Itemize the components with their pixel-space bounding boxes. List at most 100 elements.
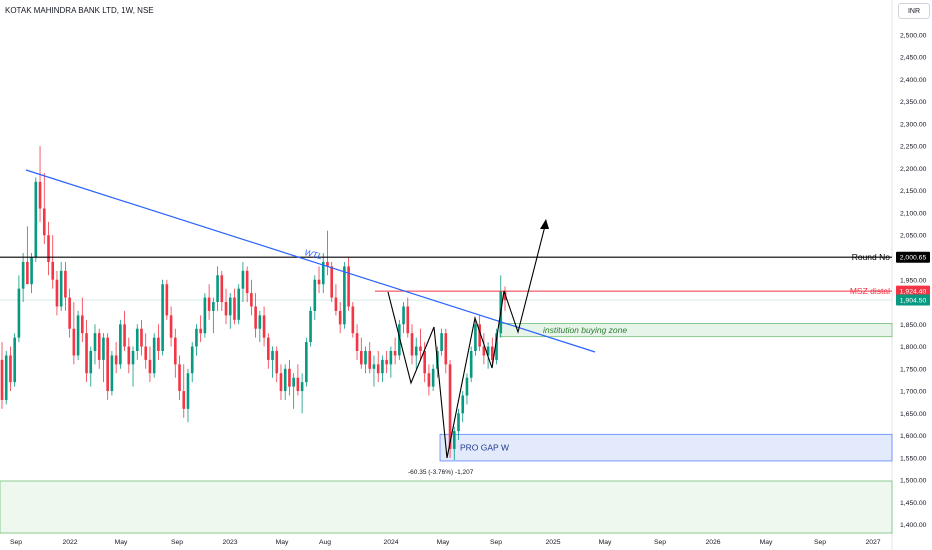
- candle-body: [330, 266, 334, 298]
- candle: [279, 364, 283, 400]
- y-tick-label: 2,250.00: [900, 144, 927, 151]
- candle-body: [106, 337, 109, 392]
- candle-body: [224, 302, 228, 316]
- candle: [135, 324, 139, 360]
- x-tick-label: 2022: [62, 539, 77, 546]
- grid: [0, 0, 893, 550]
- candle-body: [233, 297, 236, 320]
- y-tick-label: 2,300.00: [900, 121, 927, 128]
- candle-body: [140, 328, 143, 347]
- candle-body: [398, 324, 401, 356]
- candle-body: [495, 333, 498, 360]
- candle-body: [326, 261, 329, 267]
- candle: [347, 257, 350, 311]
- candle: [288, 359, 291, 396]
- candle-body: [482, 346, 486, 356]
- candle: [351, 302, 355, 338]
- candle-body: [216, 275, 219, 303]
- candle: [461, 391, 465, 423]
- x-tick-label: May: [115, 539, 128, 546]
- candle-body: [173, 337, 177, 365]
- candle-body: [250, 293, 253, 307]
- candle: [85, 319, 88, 383]
- candle: [228, 293, 232, 329]
- candle: [305, 337, 308, 387]
- candle-body: [448, 364, 452, 449]
- candle-body: [64, 270, 67, 298]
- candle: [474, 319, 477, 356]
- candle: [359, 337, 363, 369]
- x-tick-label: Sep: [814, 539, 826, 546]
- symbol-title: KOTAK MAHINDRA BANK LTD, 1W, NSE: [5, 6, 154, 15]
- x-tick-label: May: [599, 539, 612, 546]
- candle: [313, 275, 317, 320]
- x-tick-label: 2027: [865, 539, 880, 546]
- candle-body: [42, 208, 46, 236]
- candle: [482, 333, 486, 365]
- round-number-badge: 2,000.65: [900, 255, 927, 262]
- candle-body: [51, 261, 55, 280]
- y-tick-label: 1,950.00: [900, 277, 927, 284]
- x-tick-label: May: [437, 539, 450, 546]
- candles-layer: [0, 146, 507, 461]
- candle-body: [296, 377, 300, 392]
- candle: [266, 333, 270, 369]
- candle-body: [457, 413, 460, 432]
- candle: [402, 302, 405, 334]
- x-tick-label: 2024: [383, 539, 398, 546]
- y-tick-label: 1,450.00: [900, 500, 927, 507]
- candle: [178, 355, 181, 400]
- candle-body: [300, 382, 304, 392]
- pro-gap-w-zone: [439, 433, 893, 462]
- candle-body: [305, 342, 308, 383]
- y-tick-label: 2,400.00: [900, 77, 927, 84]
- candle-body: [258, 315, 262, 329]
- candle-body: [220, 275, 224, 303]
- candle: [503, 286, 507, 311]
- candle-body: [491, 346, 494, 360]
- projection-arrowhead: [540, 219, 549, 229]
- candle-body: [34, 181, 38, 258]
- y-tick-label: 2,350.00: [900, 99, 927, 106]
- candle-body: [119, 324, 122, 365]
- price-axis[interactable]: 1,400.00 1,450.00 1,500.00 1,550.00 1,600.00…: [896, 32, 930, 529]
- candle: [93, 324, 97, 365]
- candle-body: [123, 324, 126, 347]
- currency-button[interactable]: INR: [898, 3, 930, 19]
- candle-body: [0, 359, 4, 400]
- candle: [495, 328, 498, 365]
- candle: [300, 373, 304, 414]
- y-tick-label: 1,800.00: [900, 344, 927, 351]
- candle: [195, 324, 198, 356]
- candle: [4, 350, 8, 405]
- x-tick-label: May: [276, 539, 289, 546]
- zones-layer: institution buying zone PRO GAP W: [0, 299, 893, 534]
- x-tick-label: Sep: [654, 539, 666, 546]
- candle: [38, 146, 42, 222]
- candle: [338, 302, 342, 334]
- x-tick-label: Sep: [171, 539, 183, 546]
- time-axis[interactable]: Sep 2022 May Sep 2023 May Aug 2024 May Sep 2025 May…: [10, 539, 881, 546]
- candle: [131, 346, 135, 387]
- msz-badge: 1,924.40: [900, 289, 927, 296]
- y-tick-label: 1,400.00: [900, 522, 927, 529]
- x-tick-label: Sep: [10, 539, 22, 546]
- candle-body: [195, 328, 198, 347]
- candle-body: [469, 350, 473, 378]
- candle-body: [355, 333, 359, 351]
- candle-body: [131, 350, 135, 365]
- candle: [76, 310, 80, 360]
- candle: [114, 342, 118, 374]
- candle-body: [414, 346, 418, 356]
- candle: [21, 253, 25, 303]
- candle: [148, 346, 152, 383]
- candle-body: [47, 235, 50, 262]
- y-tick-label: 2,150.00: [900, 188, 927, 195]
- candle: [152, 333, 156, 378]
- last-price-badge-bg: [896, 294, 930, 306]
- candle: [13, 333, 16, 387]
- candle-body: [135, 328, 139, 351]
- candle: [376, 350, 380, 383]
- candle-body: [440, 333, 443, 351]
